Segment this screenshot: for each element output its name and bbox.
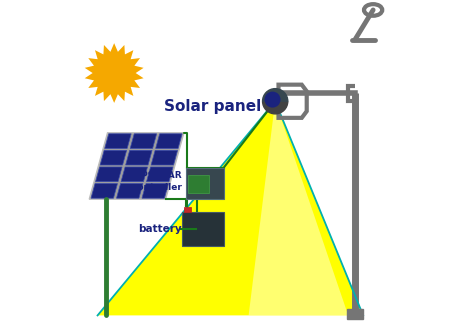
Polygon shape — [98, 101, 363, 315]
Polygon shape — [155, 134, 182, 148]
Polygon shape — [121, 167, 147, 182]
Polygon shape — [85, 43, 144, 103]
Polygon shape — [146, 167, 173, 182]
Polygon shape — [151, 150, 178, 165]
Bar — [185, 168, 224, 199]
Text: battery: battery — [138, 224, 182, 234]
Polygon shape — [117, 184, 143, 198]
Bar — [346, 309, 363, 319]
Circle shape — [265, 92, 280, 107]
Polygon shape — [96, 167, 122, 182]
Wedge shape — [263, 89, 288, 101]
Text: EPSOLAR
controller: EPSOLAR controller — [132, 171, 182, 192]
Bar — [182, 212, 224, 246]
Polygon shape — [130, 134, 156, 148]
Polygon shape — [142, 184, 168, 198]
Wedge shape — [263, 101, 288, 114]
Polygon shape — [89, 133, 184, 199]
Bar — [188, 175, 209, 193]
Bar — [184, 207, 191, 212]
Polygon shape — [105, 134, 131, 148]
Polygon shape — [100, 150, 127, 165]
Polygon shape — [91, 184, 118, 198]
Polygon shape — [249, 101, 348, 315]
Polygon shape — [126, 150, 152, 165]
Text: Solar panel: Solar panel — [164, 99, 261, 114]
